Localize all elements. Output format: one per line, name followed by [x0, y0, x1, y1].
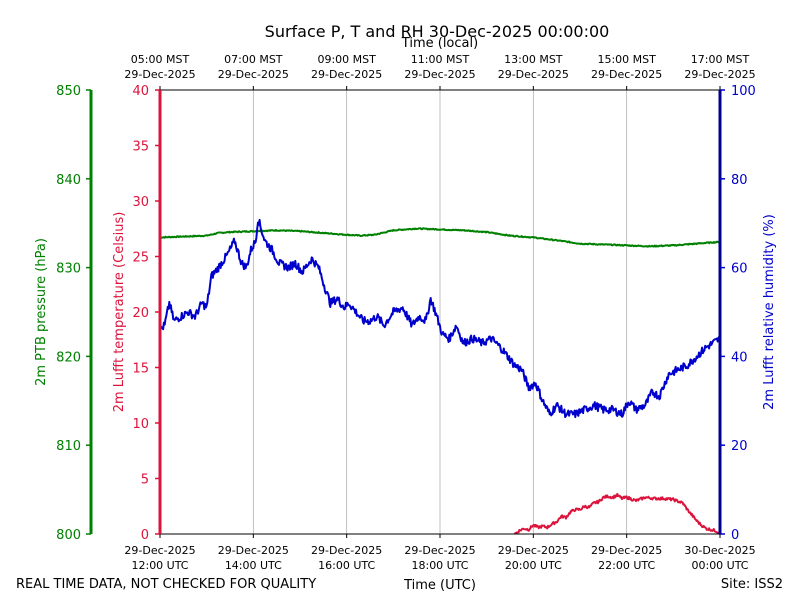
- top-tick-label-time: 13:00 MST: [504, 53, 563, 66]
- pressure-tick-label: 810: [56, 439, 81, 454]
- top-tick-label-time: 07:00 MST: [224, 53, 283, 66]
- pressure-axis-label: 2m PTB pressure (hPa): [34, 238, 49, 386]
- humidity-series-line: [159, 218, 721, 419]
- pressure-series-line: [159, 227, 721, 248]
- quality-warning: REAL TIME DATA, NOT CHECKED FOR QUALITY: [16, 577, 316, 592]
- temperature-tick-label: 10: [132, 417, 149, 432]
- x-tick-label-time: 22:00 UTC: [598, 559, 655, 572]
- temperature-tick-label: 35: [132, 140, 149, 155]
- temperature-tick-label: 25: [132, 251, 149, 266]
- top-tick-label-time: 17:00 MST: [691, 53, 750, 66]
- pressure-tick-label: 800: [56, 528, 81, 543]
- x-tick-label-date: 29-Dec-2025: [124, 544, 195, 557]
- pressure-tick-label: 830: [56, 262, 81, 277]
- pressure-tick-label: 840: [56, 173, 81, 188]
- top-tick-label-time: 05:00 MST: [131, 53, 190, 66]
- top-tick-label-time: 15:00 MST: [597, 53, 656, 66]
- humidity-tick-label: 80: [731, 173, 748, 188]
- top-tick-label-date: 29-Dec-2025: [124, 68, 195, 81]
- x-axis-label: Time (UTC): [403, 578, 476, 593]
- temperature-series-line: [513, 492, 721, 535]
- temperature-axis-label: 2m Lufft temperature (Celsius): [112, 212, 127, 413]
- x-tick-label-date: 29-Dec-2025: [218, 544, 289, 557]
- temperature-tick-label: 5: [141, 473, 149, 488]
- pressure-tick-label: 850: [56, 84, 81, 99]
- top-tick-label-time: 11:00 MST: [411, 53, 470, 66]
- temperature-tick-label: 15: [132, 362, 149, 377]
- x-tick-label-date: 29-Dec-2025: [498, 544, 569, 557]
- chart-title: Surface P, T and RH 30-Dec-2025 00:00:00: [265, 22, 610, 41]
- temperature-tick-label: 0: [141, 528, 149, 543]
- top-tick-label-date: 29-Dec-2025: [591, 68, 662, 81]
- temperature-tick-label: 40: [132, 84, 149, 99]
- pressure-tick-label: 820: [56, 350, 81, 365]
- top-tick-label-date: 29-Dec-2025: [684, 68, 755, 81]
- top-tick-label-date: 29-Dec-2025: [311, 68, 382, 81]
- top-tick-label-date: 29-Dec-2025: [218, 68, 289, 81]
- x-tick-label-time: 20:00 UTC: [505, 559, 562, 572]
- x-tick-label-time: 14:00 UTC: [225, 559, 282, 572]
- grid: [252, 90, 628, 534]
- site-label: Site: ISS2: [721, 577, 783, 592]
- humidity-tick-label: 20: [731, 439, 748, 454]
- humidity-tick-label: 100: [731, 84, 756, 99]
- x-tick-label-time: 18:00 UTC: [411, 559, 468, 572]
- humidity-tick-label: 0: [731, 528, 739, 543]
- humidity-tick-label: 60: [731, 262, 748, 277]
- x-tick-label-time: 00:00 UTC: [691, 559, 748, 572]
- top-tick-label-date: 29-Dec-2025: [404, 68, 475, 81]
- humidity-axis-label: 2m Lufft relative humidity (%): [762, 214, 777, 410]
- x-tick-label-date: 29-Dec-2025: [404, 544, 475, 557]
- top-tick-label-time: 09:00 MST: [317, 53, 376, 66]
- humidity-axis: 0 20 40 60 80 100: [720, 84, 756, 543]
- x-tick-label-date: 29-Dec-2025: [591, 544, 662, 557]
- x-tick-label-time: 16:00 UTC: [318, 559, 375, 572]
- temperature-axis: 0 5 10 15 20 25 30 35 40: [132, 84, 160, 543]
- x-tick-label-date: 30-Dec-2025: [684, 544, 755, 557]
- x-tick-label-date: 29-Dec-2025: [311, 544, 382, 557]
- top-tick-label-date: 29-Dec-2025: [498, 68, 569, 81]
- series-layer: [159, 218, 721, 535]
- temperature-tick-label: 20: [132, 306, 149, 321]
- top-axis-label: Time (local): [401, 36, 478, 51]
- x-tick-label-time: 12:00 UTC: [131, 559, 188, 572]
- temperature-tick-label: 30: [132, 195, 149, 210]
- pressure-axis: 800 810 820 830 840 850: [56, 84, 91, 543]
- time-axis: 29-Dec-2025 12:00 UTC 05:00 MST 29-Dec-2025…: [124, 53, 755, 572]
- humidity-tick-label: 40: [731, 350, 748, 365]
